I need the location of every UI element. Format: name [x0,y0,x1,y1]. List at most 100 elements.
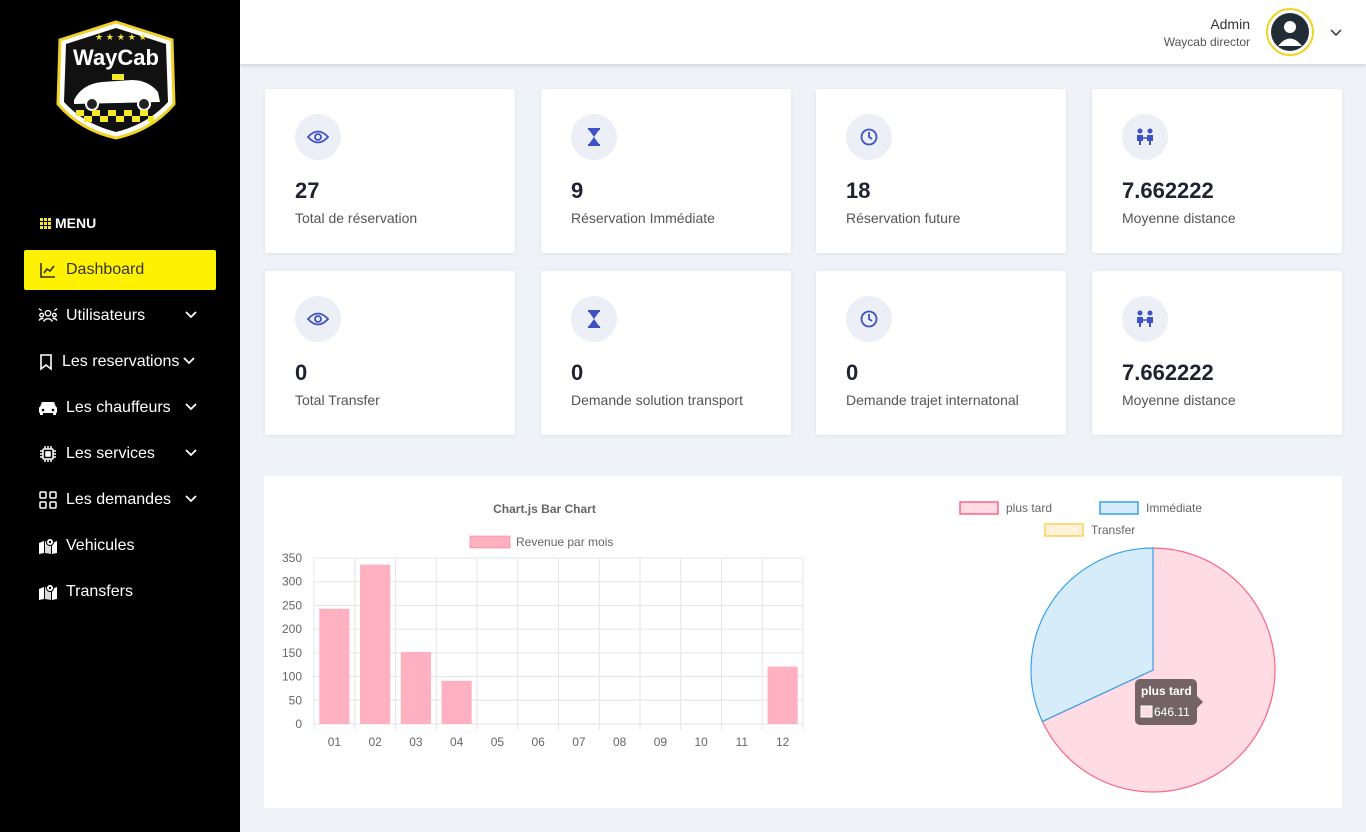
sidebar-item-label: Vehicules [66,537,135,554]
sidebar-item-dashboard[interactable]: Dashboard [24,250,216,290]
sidebar-item-vehicules[interactable]: Vehicules [24,526,216,566]
stat-value: 18 [846,178,871,203]
tooltip-caret [1197,696,1203,708]
sidebar-item-label: Les demandes [66,491,171,508]
people-icon [1122,296,1168,342]
legend-swatch [1099,501,1139,515]
charts-panel: Chart.js Bar Chart Revenue par mois 0 50 100… [264,476,1342,808]
y-tick-label: 0 [295,717,302,731]
x-tick-label: 12 [776,735,790,749]
x-tick-label: 04 [450,735,464,749]
x-tick-label: 08 [613,735,627,749]
sidebar-item-label: Transfers [66,583,133,600]
stat-card-total-reservation: 27 Total de réservation [265,89,515,253]
eye-icon [295,296,341,342]
stat-card-demande-trajet-international: 0 Demande trajet internatonal [816,271,1066,435]
y-tick-label: 100 [282,670,302,684]
stat-value: 0 [571,360,584,385]
sidebar-item-chauffeurs[interactable]: Les chauffeurs [24,388,216,428]
clock-icon [846,296,892,342]
menu-heading: MENU [40,215,96,231]
tooltip-value: 646.11 [1154,705,1190,719]
tooltip-swatch [1140,705,1153,718]
y-tick-label: 200 [282,622,302,636]
sidebar: ★ ★ ★ ★ ★ WayCab MENU Dashboard Utilisat… [0,0,240,832]
y-tick-label: 300 [282,575,302,589]
pie-slice [1030,547,1154,723]
sidebar-item-reservations[interactable]: Les reservations [24,342,216,382]
x-tick-label: 02 [368,735,382,749]
x-tick-label: 06 [531,735,545,749]
stat-label: Total Transfer [295,392,380,408]
sidebar-item-label: Dashboard [66,261,145,278]
sidebar-nav: Dashboard Utilisateurs Les reservations … [24,250,216,618]
legend-label: Immédiate [1146,501,1202,515]
legend-swatch [959,501,999,515]
legend-label: Transfer [1091,523,1135,537]
bar [360,564,391,724]
sidebar-item-transfers[interactable]: Transfers [24,572,216,612]
y-tick-label: 150 [282,646,302,660]
sidebar-item-services[interactable]: Les services [24,434,216,474]
map-icon [38,536,58,556]
x-tick-label: 03 [409,735,423,749]
stat-card-moyenne-distance-2: 7.662222 Moyenne distance [1092,271,1342,435]
x-tick-label: 01 [328,735,342,749]
chevron-down-icon[interactable] [1328,24,1344,40]
chevron-down-icon [185,311,197,319]
user-role: Waycab director [1163,35,1250,49]
stat-label: Demande solution transport [571,392,743,408]
legend-label: plus tard [1006,501,1052,515]
grid-icon [38,490,58,510]
stat-label: Moyenne distance [1122,210,1236,226]
hourglass-icon [571,296,617,342]
cpu-icon [38,444,58,464]
legend-swatch [469,535,511,549]
chart-title: Chart.js Bar Chart [493,502,596,516]
chevron-down-icon [185,495,197,503]
stat-card-moyenne-distance: 7.662222 Moyenne distance [1092,89,1342,253]
bar [441,680,472,724]
users-icon [38,306,58,326]
avatar[interactable] [1266,8,1314,56]
svg-text:★ ★ ★ ★ ★: ★ ★ ★ ★ ★ [95,33,147,43]
sidebar-item-demandes[interactable]: Les demandes [24,480,216,520]
stat-label: Demande trajet internatonal [846,392,1019,408]
user-avatar-icon [1271,13,1309,51]
chevron-down-icon [183,357,195,365]
chart-line-icon [38,260,58,280]
stat-label: Moyenne distance [1122,392,1236,408]
stat-card-reservation-future: 18 Réservation future [816,89,1066,253]
bookmark-icon [38,352,54,372]
stat-value: 7.662222 [1122,360,1214,385]
stat-label: Total de réservation [295,210,418,226]
stat-card-reservation-immediate: 9 Réservation Immédiate [541,89,791,253]
x-tick-label: 10 [694,735,708,749]
stat-card-demande-solution-transport: 0 Demande solution transport [541,271,791,435]
stat-value: 7.662222 [1122,178,1214,203]
bar [400,651,431,724]
x-tick-label: 07 [572,735,586,749]
eye-icon [295,114,341,160]
x-tick-label: 05 [491,735,505,749]
sidebar-item-utilisateurs[interactable]: Utilisateurs [24,296,216,336]
pie-slice [1041,547,1276,793]
stat-value: 9 [571,178,584,203]
hourglass-icon [571,114,617,160]
car-icon [38,398,58,418]
people-icon [1122,114,1168,160]
legend-swatch [1044,523,1084,537]
stat-value: 0 [295,360,308,385]
y-tick-label: 50 [289,693,303,707]
bar [319,608,350,724]
logo-text: WayCab [73,45,159,70]
legend-label: Revenue par mois [516,535,613,549]
tooltip-title: plus tard [1141,684,1192,698]
stat-card-total-transfer: 0 Total Transfer [265,271,515,435]
sidebar-item-label: Les reservations [62,353,180,370]
sidebar-item-label: Les services [66,445,155,462]
y-tick-label: 250 [282,598,302,612]
menu-grid-icon [40,217,51,229]
waycab-logo[interactable]: ★ ★ ★ ★ ★ WayCab [52,18,180,142]
